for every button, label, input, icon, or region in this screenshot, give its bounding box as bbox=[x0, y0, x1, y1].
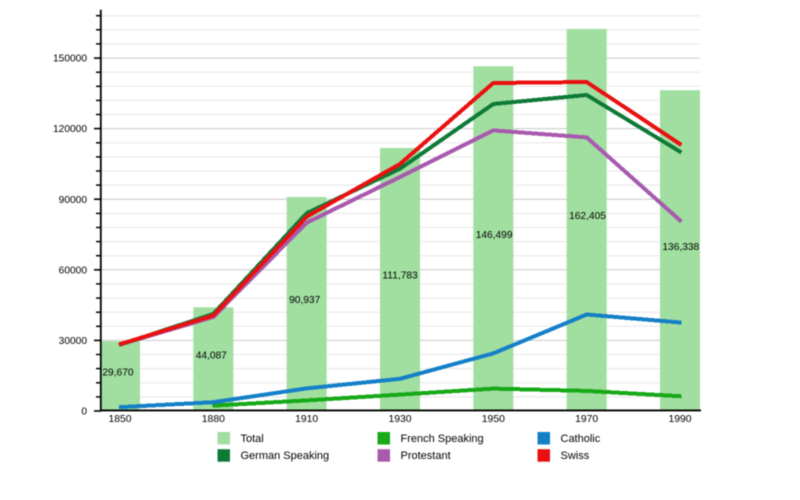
svg-text:1990: 1990 bbox=[668, 414, 691, 425]
svg-text:French Speaking: French Speaking bbox=[401, 433, 484, 445]
svg-text:1880: 1880 bbox=[202, 414, 225, 425]
svg-text:146,499: 146,499 bbox=[476, 230, 513, 241]
svg-text:150000: 150000 bbox=[53, 54, 87, 65]
svg-text:Total: Total bbox=[241, 433, 264, 445]
svg-text:0: 0 bbox=[81, 407, 87, 418]
svg-text:Catholic: Catholic bbox=[561, 433, 601, 445]
svg-text:90000: 90000 bbox=[59, 195, 88, 206]
svg-text:44,087: 44,087 bbox=[196, 350, 227, 361]
svg-text:90,937: 90,937 bbox=[289, 295, 320, 306]
svg-text:136,338: 136,338 bbox=[662, 242, 699, 253]
svg-text:29,670: 29,670 bbox=[102, 367, 133, 378]
svg-text:German Speaking: German Speaking bbox=[241, 450, 330, 462]
svg-text:1850: 1850 bbox=[108, 414, 131, 425]
svg-text:120000: 120000 bbox=[53, 124, 87, 135]
svg-text:Swiss: Swiss bbox=[561, 450, 590, 462]
svg-text:1950: 1950 bbox=[482, 414, 505, 425]
svg-text:1930: 1930 bbox=[388, 414, 411, 425]
svg-text:60000: 60000 bbox=[59, 265, 88, 276]
svg-text:30000: 30000 bbox=[59, 336, 88, 347]
svg-text:111,783: 111,783 bbox=[382, 271, 418, 282]
svg-text:Protestant: Protestant bbox=[401, 450, 451, 462]
svg-text:1910: 1910 bbox=[295, 414, 318, 425]
svg-text:1970: 1970 bbox=[575, 414, 598, 425]
svg-text:162,405: 162,405 bbox=[569, 211, 606, 222]
